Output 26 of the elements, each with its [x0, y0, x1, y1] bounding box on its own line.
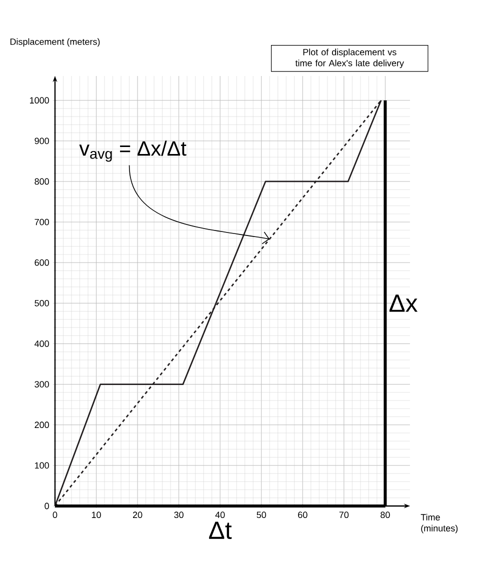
ref-line-label: Δt: [209, 522, 232, 540]
x-tick-label: 50: [256, 512, 266, 518]
y-tick-label: 100: [35, 462, 49, 469]
y-tick-label: 600: [34, 259, 49, 266]
y-tick-label: 400: [34, 340, 49, 347]
chart-title: Plot of displacement vs time for Alex's late delivery: [295, 48, 404, 68]
ref-line-label: Δx: [389, 294, 418, 312]
annotation: v$_{avg}$ = Δx/Δt: [79, 140, 186, 162]
y-tick-label: 800: [34, 178, 49, 185]
x-tick-label: 60: [298, 512, 308, 518]
x-axis-title: Time (minutes): [420, 514, 458, 534]
y-tick-label: 300: [34, 381, 49, 388]
y-tick-label: 200: [34, 422, 49, 428]
y-tick-label: 1000: [30, 97, 49, 104]
y-tick-label: 700: [34, 218, 49, 226]
x-tick-label: 30: [174, 512, 184, 518]
y-axis-title: Displacement (meters): [10, 38, 100, 47]
x-tick-label: 70: [339, 512, 349, 518]
x-tick-label: 20: [133, 512, 142, 518]
x-tick-label: 80: [380, 512, 390, 518]
y-tick-label: 500: [34, 300, 49, 306]
y-tick-label: 900: [34, 138, 49, 144]
x-tick-label: 10: [92, 512, 101, 518]
x-tick-label: 0: [52, 512, 58, 518]
y-tick-label: 0: [44, 502, 49, 510]
x-tick-label: 40: [215, 512, 225, 518]
